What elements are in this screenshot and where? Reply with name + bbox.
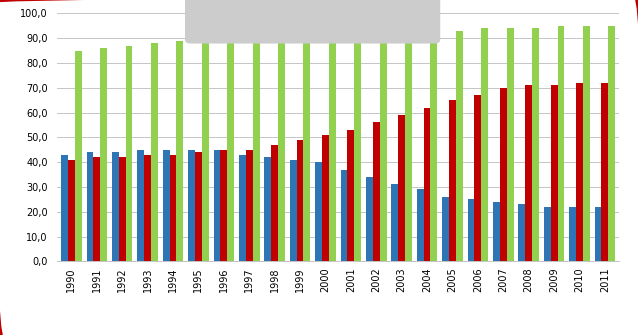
Bar xyxy=(246,150,253,261)
Bar xyxy=(119,157,126,261)
Bar xyxy=(576,83,583,261)
Bar xyxy=(290,160,297,261)
Bar xyxy=(322,135,329,261)
Bar xyxy=(456,31,463,261)
Bar xyxy=(195,152,202,261)
Bar xyxy=(271,145,278,261)
Bar xyxy=(431,31,437,261)
Bar xyxy=(398,115,405,261)
Bar xyxy=(163,150,170,261)
Bar xyxy=(304,36,310,261)
Bar xyxy=(214,150,220,261)
Bar xyxy=(532,28,539,261)
Bar xyxy=(137,150,144,261)
Bar xyxy=(468,199,475,261)
Bar xyxy=(551,85,558,261)
Bar xyxy=(481,28,488,261)
Bar xyxy=(87,152,93,261)
Bar xyxy=(227,38,234,261)
Bar xyxy=(348,130,354,261)
Bar xyxy=(61,155,68,261)
Bar xyxy=(417,189,424,261)
Bar xyxy=(449,100,456,261)
Bar xyxy=(583,26,590,261)
Bar xyxy=(253,38,260,261)
Bar xyxy=(297,140,304,261)
Bar xyxy=(75,51,82,261)
Bar xyxy=(544,207,551,261)
Bar xyxy=(525,85,532,261)
Bar xyxy=(126,46,133,261)
Bar xyxy=(112,152,119,261)
Bar xyxy=(391,185,398,261)
Bar xyxy=(315,162,322,261)
Bar xyxy=(493,202,500,261)
Bar xyxy=(68,160,75,261)
Bar xyxy=(475,95,481,261)
Bar xyxy=(188,150,195,261)
Bar xyxy=(519,204,525,261)
Bar xyxy=(220,150,227,261)
Bar xyxy=(500,88,507,261)
Bar xyxy=(264,157,271,261)
Bar xyxy=(602,83,608,261)
Bar xyxy=(608,26,615,261)
Bar xyxy=(405,31,412,261)
Bar xyxy=(329,33,336,261)
Bar xyxy=(442,197,449,261)
Bar xyxy=(170,155,177,261)
Bar xyxy=(558,26,565,261)
Bar xyxy=(151,43,158,261)
Bar xyxy=(100,48,107,261)
Bar xyxy=(507,28,514,261)
Bar xyxy=(595,207,602,261)
Bar xyxy=(93,157,100,261)
Bar xyxy=(202,38,209,261)
Bar xyxy=(380,33,387,261)
Bar xyxy=(569,207,576,261)
Bar xyxy=(341,170,348,261)
Bar xyxy=(278,36,285,261)
Bar xyxy=(239,155,246,261)
Bar xyxy=(354,33,361,261)
Bar xyxy=(424,108,431,261)
Bar xyxy=(366,177,373,261)
Bar xyxy=(144,155,151,261)
Bar xyxy=(177,41,183,261)
Bar xyxy=(373,123,380,261)
